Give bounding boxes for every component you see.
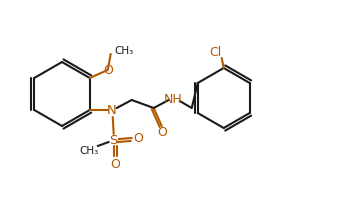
Text: S: S (109, 133, 118, 146)
Text: CH₃: CH₃ (115, 46, 134, 56)
Text: N: N (107, 103, 116, 117)
Text: NH: NH (163, 92, 182, 105)
Text: O: O (110, 158, 120, 171)
Text: CH₃: CH₃ (79, 146, 98, 156)
Text: O: O (133, 131, 143, 144)
Text: O: O (103, 63, 113, 76)
Text: O: O (157, 125, 167, 138)
Text: Cl: Cl (210, 46, 222, 59)
